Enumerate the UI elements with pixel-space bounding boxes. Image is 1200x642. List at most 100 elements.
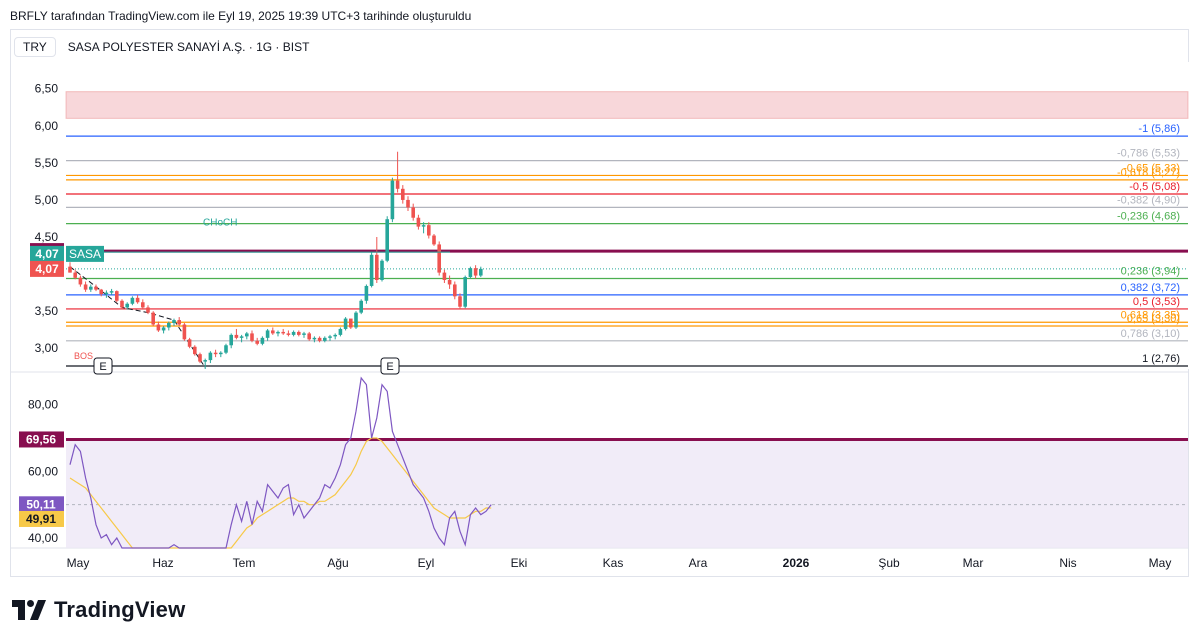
candle-body xyxy=(281,331,285,334)
fib-level-label: -0,786 (5,53) xyxy=(1117,148,1180,160)
candle-body xyxy=(187,339,192,347)
candle-body xyxy=(271,330,275,334)
candle-body xyxy=(468,268,473,278)
price-tick-label: 5,00 xyxy=(35,193,59,207)
candle-body xyxy=(458,296,462,307)
symbol-toolbar: TRY SASA POLYESTER SANAYİ A.Ş. · 1G · BI… xyxy=(14,35,309,59)
fib-level-label: -0,382 (4,90) xyxy=(1117,194,1180,206)
price-tick-label: 6,00 xyxy=(35,119,59,133)
trend-line xyxy=(69,266,206,368)
candle-body xyxy=(276,331,280,334)
candle-body xyxy=(369,254,374,286)
fib-level-label: -0,5 (5,08) xyxy=(1129,181,1180,193)
candle-body xyxy=(120,300,124,308)
candle-body xyxy=(250,333,254,341)
fib-level-label: -0,65 (5,33) xyxy=(1123,162,1180,174)
price-badge: 4,07 xyxy=(35,247,59,261)
candle-body xyxy=(78,277,83,285)
time-axis-label: Eyl xyxy=(418,556,435,570)
candle-body xyxy=(411,207,415,218)
rsi-badge-bg xyxy=(19,510,64,527)
candle-body xyxy=(83,284,88,290)
candle-body xyxy=(286,333,291,335)
candle-body xyxy=(141,302,145,308)
candle-body xyxy=(177,320,181,325)
candle-body xyxy=(354,312,358,328)
candle-body xyxy=(193,346,197,355)
candle-body xyxy=(437,244,441,273)
candle-body xyxy=(213,352,218,355)
candle-body xyxy=(307,333,311,340)
candle-body xyxy=(463,277,467,307)
candle-body xyxy=(265,330,270,338)
candle-body xyxy=(182,324,187,340)
candle-body xyxy=(473,268,478,276)
candle-body xyxy=(385,219,389,261)
currency-button[interactable]: TRY xyxy=(14,37,56,57)
fib-level-label: 0,5 (3,53) xyxy=(1133,296,1180,308)
candle-body xyxy=(323,337,327,341)
candle-body xyxy=(104,292,109,295)
tradingview-logo-icon xyxy=(12,600,46,620)
candle-body xyxy=(338,328,343,335)
fib-level-label: 1 (2,76) xyxy=(1142,353,1180,365)
candle-body xyxy=(135,297,140,303)
event-marker-label: E xyxy=(386,361,393,373)
candle-body xyxy=(328,336,332,338)
rsi-tick-label: 40,00 xyxy=(28,531,58,545)
price-badge-bg xyxy=(30,260,64,277)
candle-body xyxy=(219,352,223,355)
candle-body xyxy=(447,280,452,285)
price-tick-label: 6,50 xyxy=(35,82,59,96)
fib-level-label: -0,236 (4,68) xyxy=(1117,211,1180,223)
candle-body xyxy=(297,331,301,335)
rsi-badge-bg xyxy=(19,431,64,448)
rsi-band xyxy=(66,438,1188,548)
rsi-badge-bg xyxy=(19,496,64,513)
candle-body xyxy=(239,336,244,338)
time-axis-label: Nis xyxy=(1059,556,1076,570)
tradingview-logo[interactable]: TradingView xyxy=(12,597,185,623)
candle-body xyxy=(224,345,228,353)
candle-body xyxy=(291,331,296,335)
chart-caption: BRFLY tarafından TradingView.com ile Eyl… xyxy=(10,9,472,23)
event-marker-label: E xyxy=(99,361,106,373)
fib-level-label: 0,236 (3,94) xyxy=(1121,266,1180,278)
price-tick-label: 3,50 xyxy=(35,304,59,318)
bos-label: BOS xyxy=(74,351,93,361)
candle-body xyxy=(203,360,207,362)
price-badge-bg xyxy=(30,245,64,262)
candle-body xyxy=(401,188,405,200)
candle-body xyxy=(260,337,265,344)
time-axis-label: Ara xyxy=(689,556,708,570)
candle-body xyxy=(130,297,135,304)
candle-body xyxy=(427,225,431,236)
time-axis-label: Mar xyxy=(963,556,984,570)
candle-body xyxy=(390,180,395,220)
fib-level-label: 0,382 (3,72) xyxy=(1121,282,1180,294)
candle-body xyxy=(109,291,114,293)
fib-level-label: -1 (5,86) xyxy=(1138,123,1180,135)
candle-body xyxy=(172,320,176,324)
time-axis-label: 2026 xyxy=(783,556,810,570)
time-axis-label: Eki xyxy=(511,556,528,570)
candle-body xyxy=(167,323,171,328)
fib-level-label: -0,618 (5,27) xyxy=(1117,167,1180,179)
candle-body xyxy=(421,225,426,227)
time-axis-label: Ağu xyxy=(327,556,348,570)
rsi-tick-label: 60,00 xyxy=(28,464,58,478)
candle-body xyxy=(151,312,155,325)
event-marker-box xyxy=(380,357,400,375)
candle-body xyxy=(317,337,322,341)
candle-body xyxy=(395,180,400,189)
time-axis-label: May xyxy=(67,556,90,570)
fib-level-label: 0,618 (3,35) xyxy=(1121,309,1180,321)
candle-body xyxy=(198,354,202,362)
price-tick-label: 3,00 xyxy=(35,341,59,355)
candle-body xyxy=(255,340,259,344)
candle-body xyxy=(245,333,249,337)
rsi-badge: 49,91 xyxy=(26,512,56,526)
event-marker-box xyxy=(93,357,113,375)
symbol-tag-bg xyxy=(66,245,104,262)
